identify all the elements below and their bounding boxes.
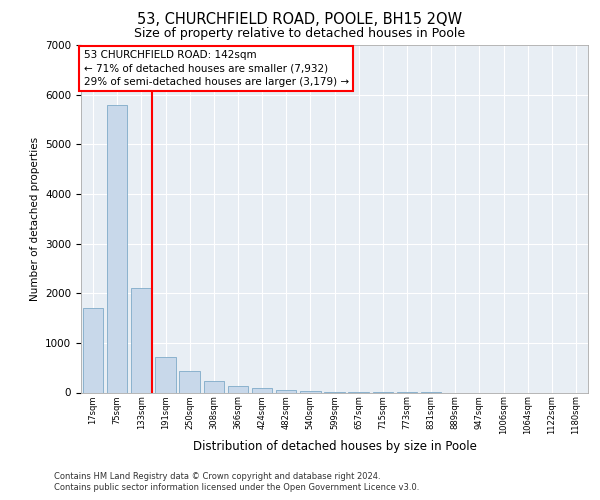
Bar [227,386,248,392]
Bar [252,388,272,392]
Bar [300,391,320,392]
Bar [107,104,127,393]
Bar [203,381,224,392]
Bar [276,390,296,392]
Bar [155,357,176,392]
Text: 53, CHURCHFIELD ROAD, POOLE, BH15 2QW: 53, CHURCHFIELD ROAD, POOLE, BH15 2QW [137,12,463,28]
Text: Size of property relative to detached houses in Poole: Size of property relative to detached ho… [134,28,466,40]
Text: 53 CHURCHFIELD ROAD: 142sqm
← 71% of detached houses are smaller (7,932)
29% of : 53 CHURCHFIELD ROAD: 142sqm ← 71% of det… [83,50,349,86]
Bar [131,288,152,393]
Text: Contains public sector information licensed under the Open Government Licence v3: Contains public sector information licen… [54,484,419,492]
Bar [179,370,200,392]
Y-axis label: Number of detached properties: Number of detached properties [29,136,40,301]
X-axis label: Distribution of detached houses by size in Poole: Distribution of detached houses by size … [193,440,476,453]
Bar [83,308,103,392]
Text: Contains HM Land Registry data © Crown copyright and database right 2024.: Contains HM Land Registry data © Crown c… [54,472,380,481]
